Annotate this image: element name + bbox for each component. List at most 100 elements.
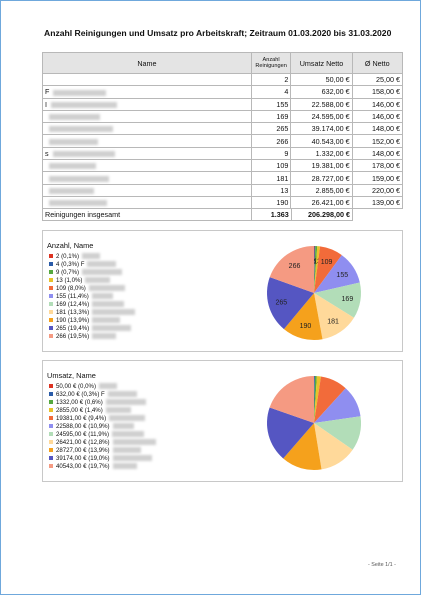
- legend-item: 265 (19,4%): [49, 325, 135, 333]
- cell-count: 4: [250, 85, 292, 99]
- legend-item: 24595,00 € (11,9%): [49, 431, 156, 439]
- redacted-name: [112, 423, 134, 430]
- legend-swatch: [49, 432, 53, 437]
- cell-count: 109: [250, 159, 292, 173]
- legend-swatch: [49, 302, 53, 307]
- table-row: 2 50,00 €25,00 €: [42, 72, 404, 87]
- cell-name: [42, 183, 252, 197]
- legend-item: 39174,00 € (19,0%): [49, 455, 156, 463]
- legend-item: 155 (11,4%): [49, 293, 135, 301]
- legend-item: 50,00 € (0,0%): [49, 383, 156, 391]
- slice-label: 9: [314, 259, 318, 266]
- name-text: s: [45, 148, 49, 158]
- table-row: 109 19.381,00 €178,00 €: [42, 159, 404, 173]
- pie-slice: [314, 416, 361, 450]
- total-umsatz: 206.298,00 €: [290, 208, 354, 221]
- legend-item: 2855,00 € (1,4%): [49, 407, 156, 415]
- cell-umsatz: 26.421,00 €: [290, 195, 353, 210]
- pie-slice: [314, 282, 361, 318]
- slice-label: 13: [313, 259, 321, 266]
- header-anzahl: Anzahl Reinigungen: [250, 52, 292, 74]
- legend-item: 266 (19,5%): [49, 333, 135, 341]
- cell-count: 266: [250, 134, 292, 148]
- header-avg: Ø Netto: [351, 52, 404, 74]
- table-row: I 155 22.588,00 €146,00 €: [42, 97, 404, 111]
- chart-legend: 50,00 € (0,0%) 632,00 € (0,3%) F 1332,00 €…: [49, 383, 156, 471]
- table-row: s 9 1.332,00 €148,00 €: [42, 146, 404, 161]
- total-empty: [352, 208, 403, 221]
- redacted-name: [49, 126, 113, 133]
- cell-umsatz: 632,00 €: [290, 85, 353, 99]
- legend-item: 190 (13,9%): [49, 317, 135, 325]
- legend-item: 19381,00 € (9,4%): [49, 415, 156, 423]
- cell-umsatz: 1.332,00 €: [290, 146, 353, 161]
- redacted-name: [105, 399, 146, 406]
- cell-name: [42, 159, 252, 173]
- redacted-name: [112, 463, 137, 470]
- cell-count: 181: [250, 171, 292, 185]
- redacted-name: [98, 383, 117, 390]
- table-row: 266 40.543,00 €152,00 €: [42, 134, 404, 148]
- slice-label: 266: [289, 263, 301, 270]
- cell-count: 2: [250, 72, 292, 87]
- legend-item: 9 (0,7%): [49, 269, 135, 277]
- cell-umsatz: 39.174,00 €: [290, 122, 353, 136]
- legend-item: 109 (8,0%): [49, 285, 135, 293]
- legend-swatch: [49, 278, 53, 283]
- legend-label: 266 (19,5%): [56, 333, 90, 340]
- cell-count: 190: [250, 195, 292, 210]
- legend-label: 155 (11,4%): [56, 293, 89, 300]
- redacted-name: [112, 447, 141, 454]
- redacted-name: [112, 439, 156, 446]
- legend-item: 4 (0,3%) F: [49, 261, 135, 269]
- legend-label: 109 (8,0%): [56, 285, 86, 292]
- pie-slice: [267, 407, 314, 459]
- legend-swatch: [49, 294, 53, 299]
- cell-umsatz: 50,00 €: [290, 72, 353, 87]
- name-text: I: [45, 99, 47, 109]
- legend-item: 169 (12,4%): [49, 301, 135, 309]
- cell-name: [42, 195, 252, 210]
- legend-label: 2855,00 € (1,4%): [56, 407, 103, 414]
- legend-label: 1332,00 € (0,6%): [56, 399, 103, 406]
- legend-label: 19381,00 € (9,4%): [56, 415, 107, 422]
- total-count: 1.363: [251, 208, 292, 221]
- slice-label: 169: [342, 296, 354, 303]
- table-row: 13 2.855,00 €220,00 €: [42, 183, 404, 197]
- legend-label: 181 (13,3%): [56, 309, 90, 316]
- slice-label: 190: [300, 323, 312, 330]
- table-row: F 4 632,00 €158,00 €: [42, 85, 404, 99]
- legend-swatch: [49, 440, 53, 445]
- table-row: 181 28.727,00 €159,00 €: [42, 171, 404, 185]
- cell-umsatz: 24.595,00 €: [290, 109, 353, 124]
- umsatz-chart: Umsatz, Name 50,00 € (0,0%) 632,00 € (0,3…: [42, 360, 403, 482]
- legend-label: 265 (19,4%): [56, 325, 90, 332]
- pie-slice: [269, 376, 314, 423]
- cell-avg: 146,00 €: [351, 97, 404, 111]
- redacted-name: [112, 455, 152, 462]
- pie-slice: [314, 255, 360, 293]
- pie-slice: [269, 246, 314, 293]
- legend-item: 1332,00 € (0,6%): [49, 399, 156, 407]
- cell-avg: 139,00 €: [351, 195, 404, 210]
- pie-slice: [314, 376, 315, 423]
- legend-swatch: [49, 254, 53, 259]
- pie-chart: [267, 376, 361, 470]
- cell-count: 155: [250, 97, 292, 111]
- redacted-name: [105, 407, 131, 414]
- redacted-name: [92, 309, 136, 316]
- legend-label: 4 (0,3%) F: [56, 261, 85, 268]
- redacted-name: [49, 187, 94, 194]
- pie-slice: [314, 246, 318, 293]
- name-text: F: [45, 87, 50, 97]
- legend-label: 50,00 € (0,0%): [56, 383, 96, 390]
- legend-swatch: [49, 464, 53, 469]
- legend-swatch: [49, 400, 53, 405]
- pie-slice: [314, 423, 353, 470]
- pie-slice: [314, 376, 321, 423]
- legend-swatch: [49, 310, 53, 315]
- cell-umsatz: 40.543,00 €: [290, 134, 353, 148]
- cell-avg: 220,00 €: [351, 183, 404, 197]
